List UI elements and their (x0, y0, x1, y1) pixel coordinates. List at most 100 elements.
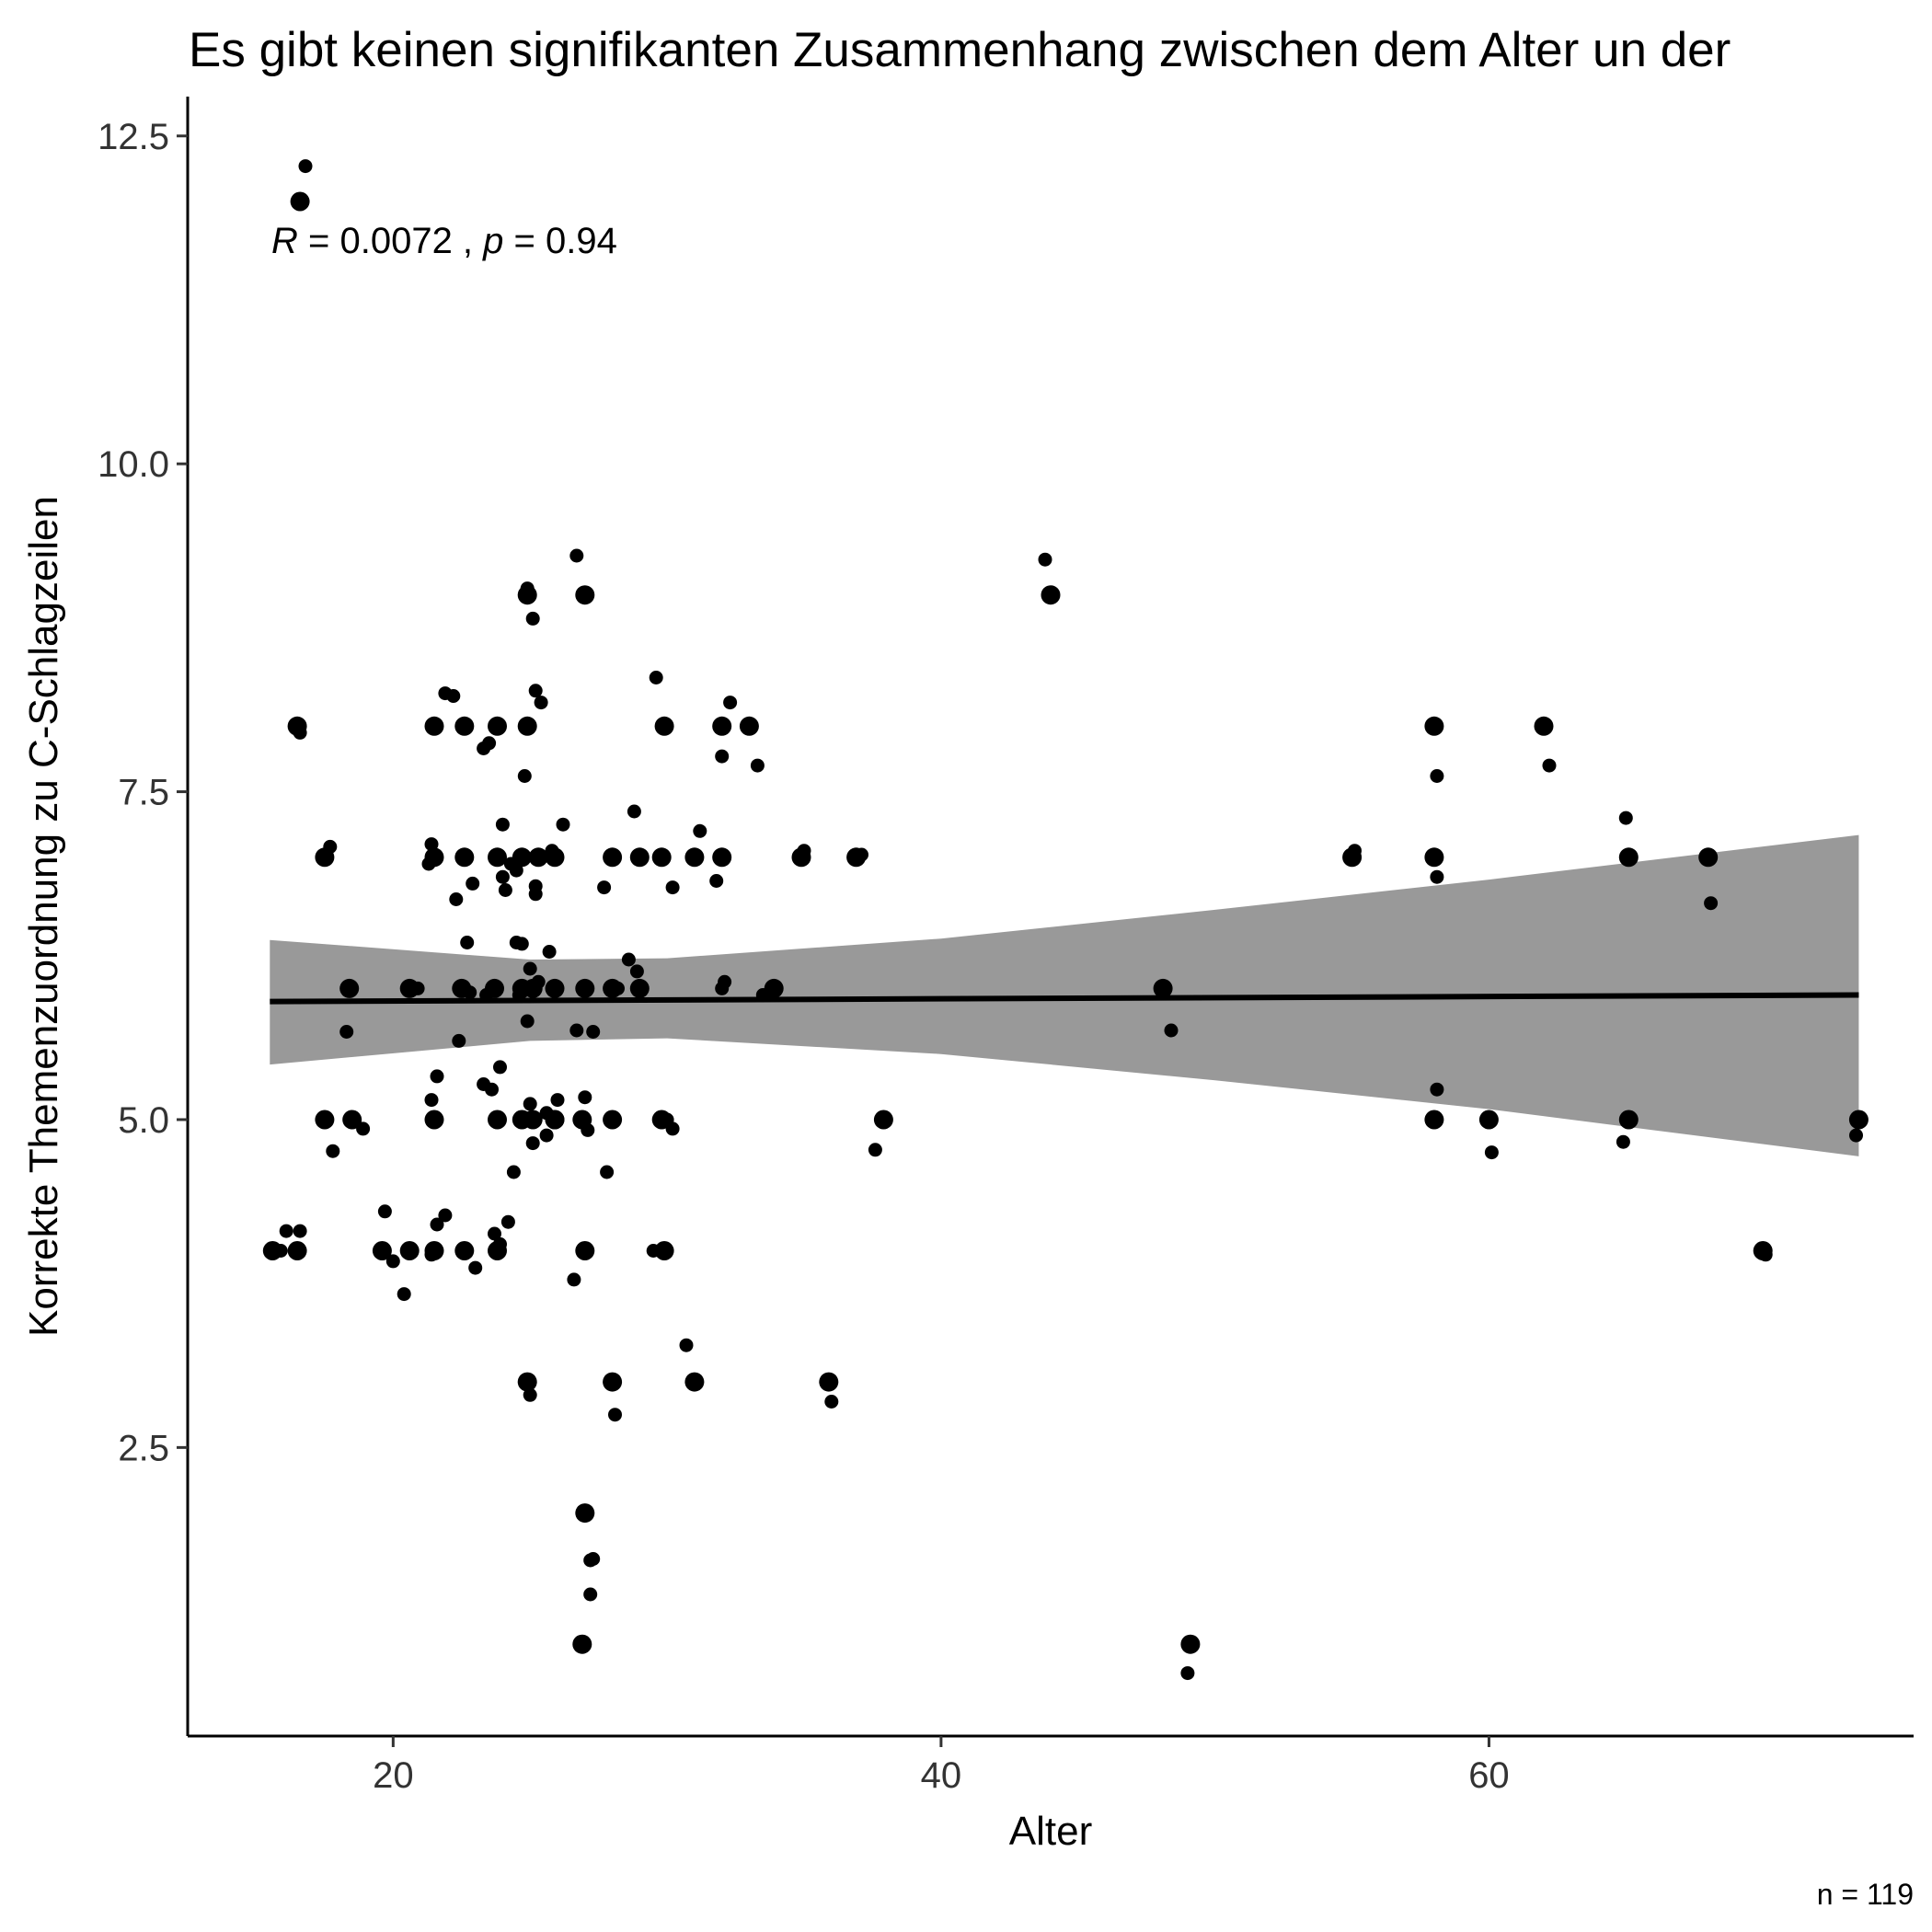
data-point (421, 857, 436, 871)
data-points (262, 159, 1869, 1681)
data-point (514, 937, 529, 951)
y-tick-label: 5.0 (118, 1100, 169, 1141)
data-point (485, 1082, 499, 1097)
data-point (665, 1121, 680, 1136)
data-point (424, 1248, 439, 1262)
data-point (488, 716, 507, 736)
data-point (654, 1241, 674, 1260)
data-point (452, 1033, 466, 1048)
data-point (1849, 1128, 1863, 1143)
data-point (397, 1287, 411, 1302)
data-point (523, 1387, 537, 1402)
data-point (485, 978, 504, 998)
data-point (556, 817, 570, 832)
data-point (651, 847, 672, 868)
data-point (377, 1204, 392, 1219)
data-point (430, 1069, 444, 1084)
data-point (482, 736, 497, 751)
data-point (545, 1110, 565, 1130)
data-point (1758, 1248, 1773, 1262)
data-point (342, 1110, 362, 1130)
y-axis-title: Korrekte Themenzuordnung zu C-Schlagzeil… (21, 496, 66, 1337)
data-point (684, 847, 705, 868)
data-point (488, 1110, 507, 1130)
data-point (567, 1272, 581, 1287)
data-point (750, 758, 765, 773)
data-point (569, 548, 584, 563)
data-point (534, 696, 548, 710)
data-point (1478, 1110, 1499, 1130)
data-point (1698, 847, 1719, 868)
data-point (603, 1372, 623, 1392)
data-point (718, 974, 732, 989)
x-axis-title: Alter (1009, 1809, 1092, 1854)
data-point (525, 1136, 540, 1151)
data-point (410, 981, 425, 995)
data-point (1430, 869, 1444, 884)
p-symbol: p (482, 221, 503, 261)
data-point (446, 689, 461, 703)
data-point (712, 716, 732, 736)
data-point (1424, 716, 1444, 736)
data-point (488, 1241, 507, 1260)
data-point (525, 611, 540, 626)
data-point (569, 1023, 584, 1038)
data-point (1180, 1634, 1201, 1654)
data-point (372, 1241, 392, 1260)
data-point (627, 804, 641, 819)
data-point (545, 847, 565, 868)
data-point (629, 978, 650, 998)
x-tick-label: 20 (373, 1755, 414, 1796)
data-point (611, 981, 625, 995)
data-point (545, 978, 565, 998)
data-point (293, 725, 307, 740)
data-point (1616, 1134, 1630, 1149)
data-point (723, 696, 738, 710)
data-point (600, 1165, 615, 1179)
data-point (1424, 847, 1444, 868)
data-point (1484, 1145, 1499, 1160)
data-point (1618, 847, 1639, 868)
data-point (438, 1208, 453, 1223)
data-point (454, 1241, 475, 1260)
data-point (528, 684, 543, 698)
data-point (468, 1260, 483, 1275)
data-point (581, 1122, 595, 1137)
data-point (1618, 811, 1633, 825)
data-point (603, 847, 623, 868)
data-point (460, 936, 475, 949)
data-point (279, 1224, 293, 1238)
data-point (575, 1241, 595, 1260)
data-point (523, 1110, 543, 1130)
correlation-annotation: R = 0.0072 , p = 0.94 (271, 221, 617, 261)
data-point (739, 716, 759, 736)
data-point (1164, 1023, 1179, 1038)
data-point (385, 1254, 400, 1269)
data-point (298, 159, 313, 174)
y-axis-ticks: 2.5 5.0 7.5 10.0 12.5 (98, 117, 188, 1468)
data-point (1534, 716, 1554, 736)
y-tick-label: 10.0 (98, 444, 169, 485)
x-axis-ticks: 20 40 60 (373, 1736, 1510, 1796)
data-point (868, 1143, 882, 1157)
data-point (550, 1093, 565, 1108)
p-value: = 0.94 (503, 221, 616, 261)
data-point (621, 952, 636, 967)
data-point (523, 961, 537, 976)
data-point (323, 839, 338, 854)
x-tick-label: 40 (921, 1755, 962, 1796)
y-tick-label: 2.5 (118, 1428, 169, 1468)
sample-size-caption: n = 119 (1817, 1878, 1914, 1911)
data-point (1348, 844, 1362, 858)
data-point (517, 769, 532, 783)
data-point (290, 191, 310, 212)
data-point (528, 887, 543, 902)
data-point (715, 749, 730, 764)
data-point (539, 1128, 554, 1143)
data-point (855, 847, 868, 862)
data-point (1430, 1082, 1444, 1097)
r-symbol: R (271, 221, 298, 261)
data-point (520, 1014, 535, 1029)
data-point (1180, 1666, 1195, 1681)
data-point (603, 1110, 623, 1130)
